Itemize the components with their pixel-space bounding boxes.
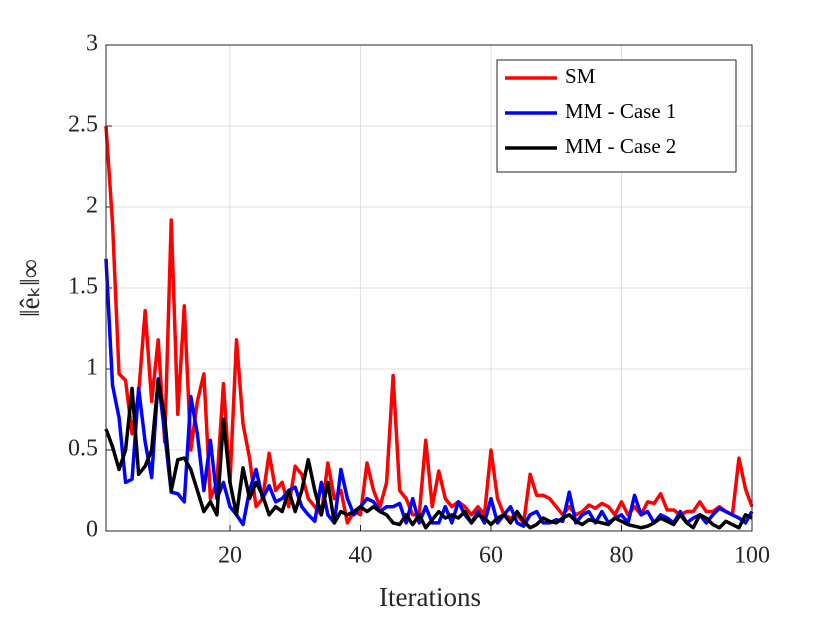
- x-tick-label: 80: [609, 543, 633, 569]
- y-axis-label: ‖êₖ‖∞: [15, 259, 45, 317]
- axes-box: [105, 44, 753, 532]
- y-tick-label: 0.5: [68, 436, 98, 462]
- series-line: [104, 378, 753, 530]
- legend-label: MM - Case 1: [565, 99, 676, 123]
- legend-label: SM: [565, 64, 596, 88]
- y-tick-label: 0: [86, 517, 98, 543]
- x-tick-label: 20: [218, 543, 242, 569]
- y-tick-label: 2: [86, 193, 98, 219]
- y-tick-label: 1.5: [68, 274, 98, 300]
- x-tick-label: 100: [734, 543, 770, 569]
- y-tick-label: 1: [86, 355, 98, 381]
- x-tick-label: 60: [479, 543, 503, 569]
- series-line: [104, 125, 754, 525]
- x-tick-label: 40: [348, 543, 372, 569]
- x-axis-label: Iterations: [379, 582, 481, 612]
- y-tick-label: 2.5: [68, 112, 98, 138]
- legend-label: MM - Case 2: [565, 134, 676, 158]
- y-tick-label: 3: [86, 31, 98, 57]
- series-line: [104, 258, 754, 528]
